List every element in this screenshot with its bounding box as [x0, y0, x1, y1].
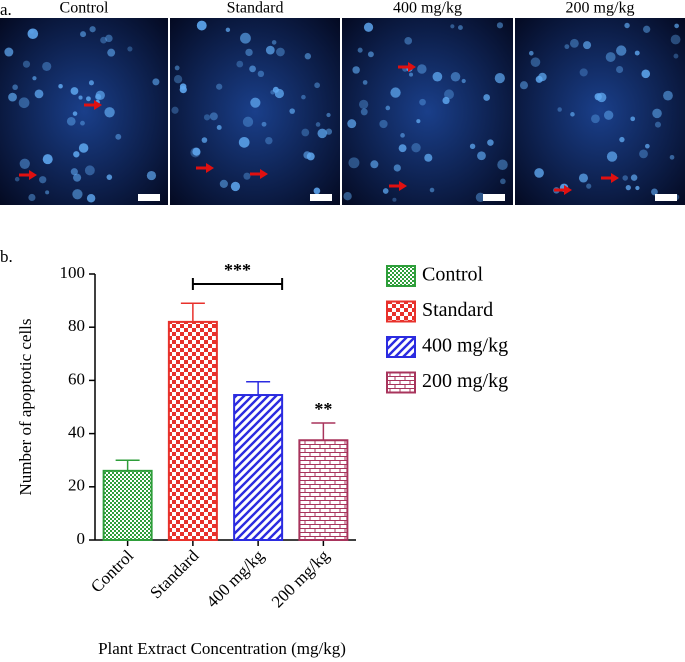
- image-title: Standard: [227, 0, 284, 17]
- y-tick-label: 100: [60, 263, 86, 282]
- x-tick-label: 400 mg/kg: [203, 546, 269, 612]
- bar: [233, 394, 284, 541]
- micrograph: [170, 18, 340, 205]
- image-title: Control: [60, 0, 109, 17]
- significance: **: [314, 399, 332, 419]
- arrow-head: [564, 185, 572, 195]
- legend-swatch: [386, 336, 416, 358]
- scale-bar: [483, 194, 505, 201]
- bar: [102, 469, 153, 541]
- scale-bar: [655, 194, 677, 201]
- panel-label: b.: [0, 247, 13, 266]
- arrow-head: [260, 169, 268, 179]
- x-tick-label: Control: [87, 546, 137, 596]
- legend-swatch: [386, 371, 416, 394]
- scale-bar: [310, 194, 332, 201]
- y-axis-label: Number of apoptotic cells: [16, 318, 35, 495]
- bar: [298, 439, 349, 541]
- legend-swatch: [386, 265, 416, 287]
- y-tick-label: 40: [68, 423, 85, 442]
- image-title: 200 mg/kg: [566, 0, 635, 17]
- arrow-head: [611, 173, 619, 183]
- y-tick-label: 80: [68, 316, 85, 335]
- image-title: 400 mg/kg: [393, 0, 462, 17]
- arrow-head: [206, 163, 214, 173]
- x-tick-label: Standard: [146, 546, 203, 603]
- panel-label: a.: [0, 0, 12, 19]
- y-tick-label: 60: [68, 369, 85, 388]
- legend-label: 200 mg/kg: [422, 370, 508, 392]
- legend-label: Standard: [422, 299, 493, 321]
- x-tick-label: 200 mg/kg: [268, 546, 334, 612]
- micrographs: [0, 18, 685, 205]
- arrow-head: [94, 100, 102, 110]
- legend-label: Control: [422, 264, 484, 286]
- legend-label: 400 mg/kg: [422, 335, 508, 357]
- y-tick-label: 20: [68, 476, 85, 495]
- arrow-head: [29, 170, 37, 180]
- micrograph: [0, 18, 168, 205]
- x-axis-label: Plant Extract Concentration (mg/kg): [98, 639, 346, 658]
- arrow-head: [408, 62, 416, 72]
- scale-bar: [138, 194, 160, 201]
- y-tick-label: 0: [77, 529, 86, 548]
- arrow-head: [399, 181, 407, 191]
- micrograph: [342, 18, 513, 205]
- bar: [167, 320, 218, 541]
- legend-swatch: [386, 300, 416, 323]
- significance: ***: [224, 260, 251, 280]
